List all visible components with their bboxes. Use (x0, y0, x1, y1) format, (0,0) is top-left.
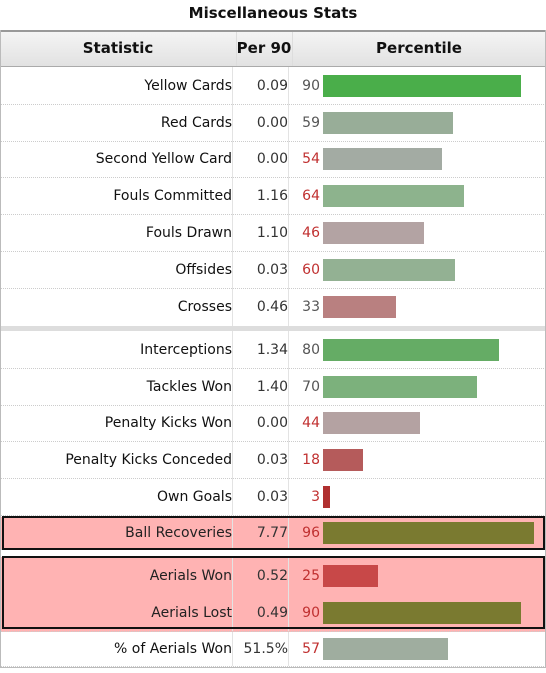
stat-name: Penalty Kicks Conceded (0, 441, 233, 478)
percentile-value: 96 (302, 525, 320, 541)
percentile-bar (323, 522, 534, 544)
table-row: Crosses 0.46 33 (0, 288, 546, 327)
percentile-bar (323, 75, 521, 97)
per90-value: 0.00 (236, 405, 289, 441)
percentile-value: 90 (302, 604, 320, 621)
percentile-bar (323, 296, 396, 318)
stat-name: Aerials Lost (0, 594, 233, 631)
table-row: Penalty Kicks Won 0.00 44 (0, 405, 546, 442)
percentile-value: 70 (302, 378, 320, 395)
percentile-bar (323, 376, 477, 398)
percentile-value: 3 (311, 488, 320, 505)
percentile-value: 25 (302, 567, 320, 584)
table-bottom-border (0, 667, 546, 668)
percentile-bar (323, 565, 378, 587)
percentile-value: 44 (302, 415, 320, 431)
percentile-value: 57 (302, 641, 320, 657)
percentile-value: 33 (302, 299, 320, 315)
stat-name: Red Cards (0, 104, 233, 141)
percentile-bar (323, 185, 464, 207)
per90-value: 7.77 (236, 517, 289, 549)
stat-name: Fouls Drawn (0, 214, 233, 251)
per90-value: 0.49 (236, 594, 289, 631)
per90-value: 0.03 (236, 478, 289, 515)
table-row: Aerials Lost 0.49 90 (0, 594, 546, 632)
per90-value: 1.34 (236, 331, 289, 368)
per90-value: 51.5% (236, 632, 289, 666)
percentile-bar (323, 449, 363, 471)
table-row: Ball Recoveries 7.77 96 (0, 517, 546, 550)
table-row: Second Yellow Card 0.00 54 (0, 141, 546, 178)
percentile-bar (323, 638, 448, 660)
stat-name: Offsides (0, 251, 233, 288)
stat-name: Crosses (0, 288, 233, 326)
table-row: % of Aerials Won 51.5% 57 (0, 632, 546, 667)
stat-name: Yellow Cards (0, 67, 233, 104)
percentile-value: 64 (302, 187, 320, 204)
per90-value: 0.52 (236, 557, 289, 594)
per90-value: 0.46 (236, 288, 289, 326)
percentile-value: 80 (302, 341, 320, 358)
stat-name: Penalty Kicks Won (0, 405, 233, 441)
percentile-value: 90 (302, 77, 320, 94)
percentile-value: 46 (302, 224, 320, 241)
table-left-border (0, 30, 1, 668)
per90-value: 1.16 (236, 177, 289, 214)
percentile-bar (323, 259, 455, 281)
percentile-value: 59 (302, 114, 320, 131)
table-row: Own Goals 0.03 3 (0, 478, 546, 516)
percentile-bar (323, 112, 453, 134)
percentile-value: 60 (302, 261, 320, 278)
stat-name: Second Yellow Card (0, 141, 233, 177)
stat-name: Fouls Committed (0, 177, 233, 214)
percentile-value: 18 (302, 451, 320, 468)
stat-name: Interceptions (0, 331, 233, 368)
table-row: Penalty Kicks Conceded 0.03 18 (0, 441, 546, 479)
table-row: Fouls Drawn 1.10 46 (0, 214, 546, 252)
table-row: Aerials Won 0.52 25 (0, 557, 546, 595)
percentile-bar (323, 486, 330, 508)
per90-value: 0.03 (236, 441, 289, 478)
table-row: Tackles Won 1.40 70 (0, 368, 546, 406)
percentile-bar (323, 602, 521, 624)
per90-value: 0.03 (236, 251, 289, 288)
header-per90[interactable]: Per 90 (236, 32, 293, 66)
header-percentile[interactable]: Percentile (376, 39, 462, 57)
table-row: Red Cards 0.00 59 (0, 104, 546, 142)
per90-value: 1.40 (236, 368, 289, 405)
percentile-value: 54 (302, 151, 320, 167)
group-separator (0, 326, 546, 331)
table-row: Offsides 0.03 60 (0, 251, 546, 289)
table-row: Fouls Committed 1.16 64 (0, 177, 546, 215)
per90-value: 0.00 (236, 141, 289, 177)
per90-value: 0.09 (236, 67, 289, 104)
per90-value: 0.00 (236, 104, 289, 141)
stat-name: Own Goals (0, 478, 233, 515)
stat-name: % of Aerials Won (0, 632, 233, 666)
table-caption: Miscellaneous Stats (0, 0, 546, 32)
table-row: Yellow Cards 0.09 90 (0, 67, 546, 105)
table-header-row: Statistic Per 90 Percentile (0, 32, 546, 67)
percentile-bar (323, 148, 442, 170)
stat-name: Tackles Won (0, 368, 233, 405)
header-statistic[interactable]: Statistic (0, 32, 237, 66)
table-row: Interceptions 1.34 80 (0, 331, 546, 369)
percentile-bar (323, 339, 499, 361)
percentile-bar (323, 412, 420, 434)
stat-name: Aerials Won (0, 557, 233, 594)
percentile-bar (323, 222, 424, 244)
per90-value: 1.10 (236, 214, 289, 251)
stat-name: Ball Recoveries (0, 517, 233, 549)
